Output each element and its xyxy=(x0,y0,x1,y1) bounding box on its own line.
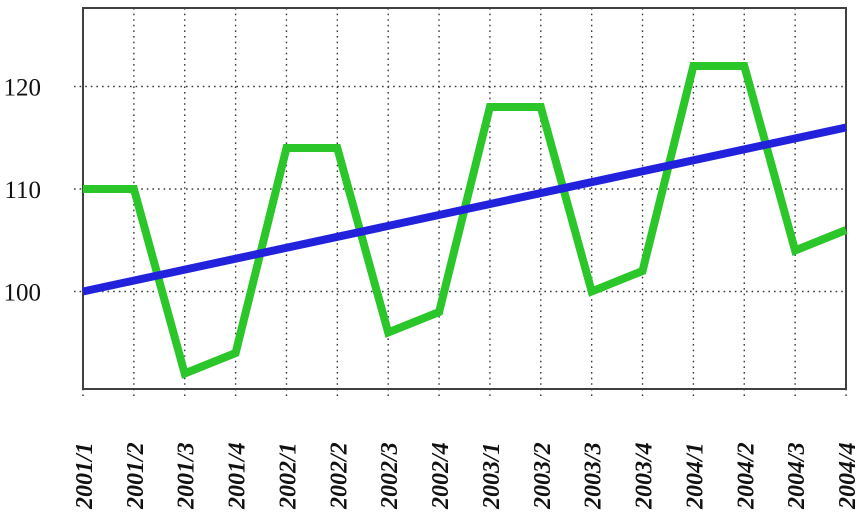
x-tick-label: 2004/3 xyxy=(784,442,810,510)
x-tick-label: 2002/4 xyxy=(428,442,454,510)
y-tick-label: 120 xyxy=(4,75,42,102)
x-tick-label: 2002/3 xyxy=(377,442,403,510)
x-tick-label: 2004/2 xyxy=(733,442,759,510)
x-tick-label: 2001/3 xyxy=(174,442,200,510)
x-tick-label: 2003/3 xyxy=(581,442,607,510)
y-tick-label: 110 xyxy=(4,177,41,204)
x-tick-label: 2001/2 xyxy=(123,442,149,510)
y-tick-label: 100 xyxy=(4,280,42,307)
x-tick-label: 2004/1 xyxy=(682,442,708,510)
x-tick-label: 2004/4 xyxy=(835,442,859,510)
x-tick-label: 2002/2 xyxy=(326,442,352,510)
x-tick-label: 2003/4 xyxy=(632,442,658,510)
trend-line xyxy=(82,123,847,296)
x-tick-label: 2003/1 xyxy=(479,442,505,510)
x-tick-label: 2001/1 xyxy=(72,442,98,510)
x-tick-label: 2002/1 xyxy=(276,442,302,510)
plot-border xyxy=(82,7,847,390)
x-tick-label: 2001/4 xyxy=(225,442,251,510)
x-tick-label: 2003/2 xyxy=(530,442,556,510)
